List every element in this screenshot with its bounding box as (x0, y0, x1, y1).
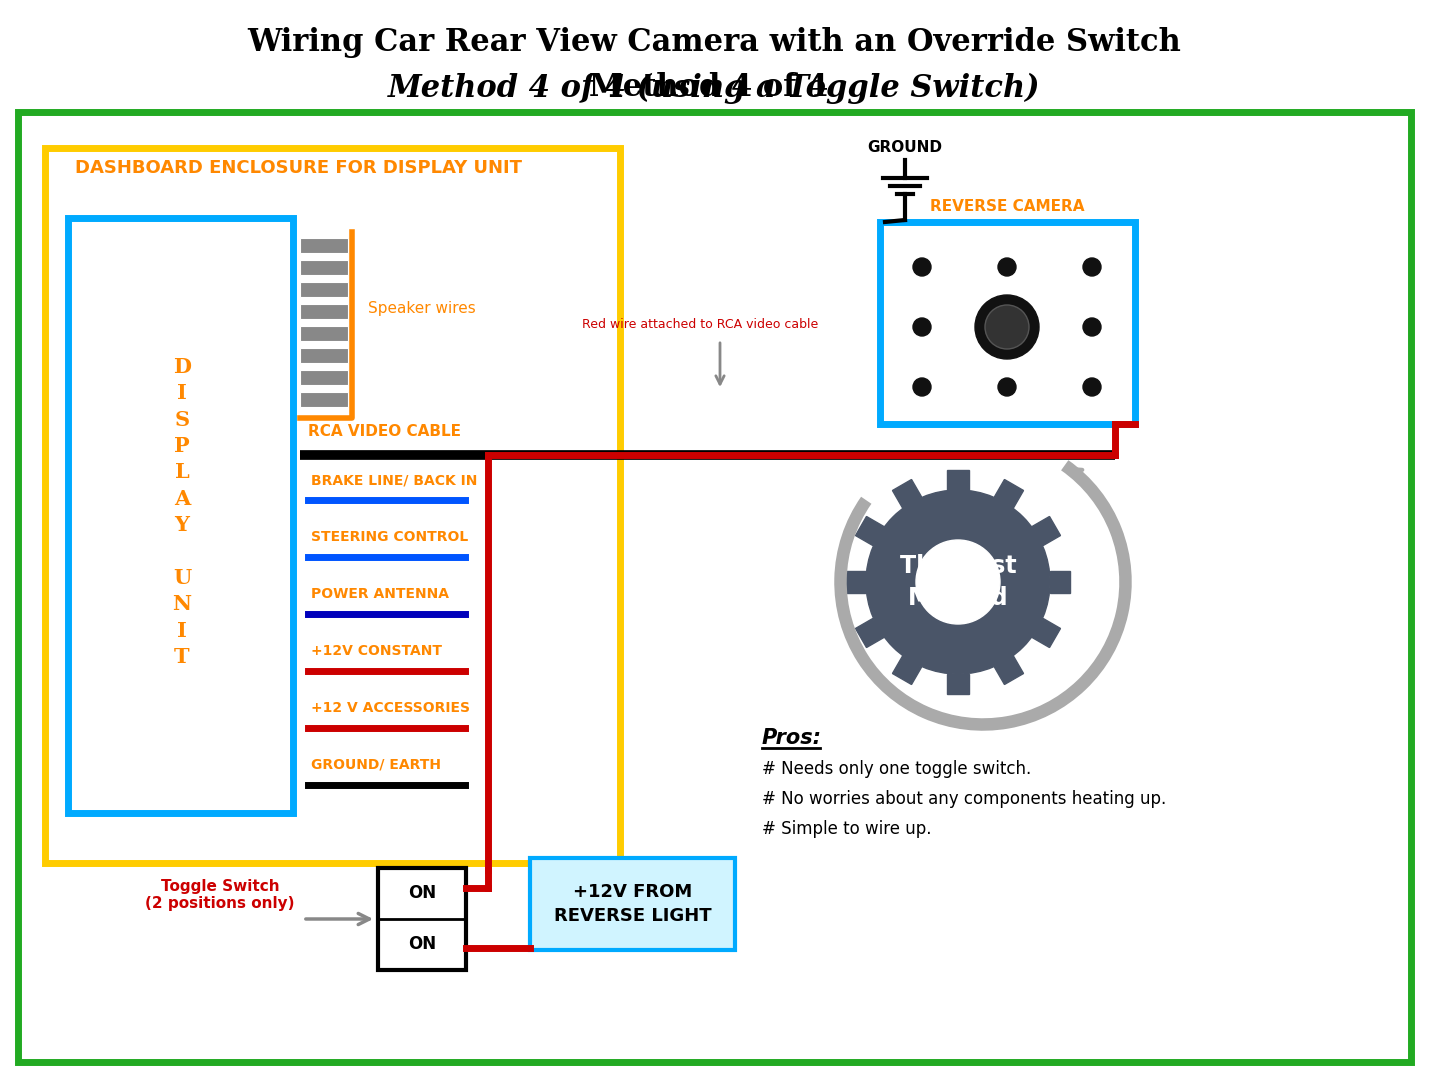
Bar (300, 326, 349, 341)
Polygon shape (1032, 619, 1060, 648)
Polygon shape (846, 571, 866, 593)
Circle shape (1083, 258, 1100, 276)
Text: POWER ANTENNA: POWER ANTENNA (312, 588, 449, 600)
Text: STEERING CONTROL: STEERING CONTROL (312, 530, 469, 544)
Text: DASHBOARD ENCLOSURE FOR DISPLAY UNIT: DASHBOARD ENCLOSURE FOR DISPLAY UNIT (74, 159, 522, 177)
Text: Wiring Car Rear View Camera with an Override Switch: Wiring Car Rear View Camera with an Over… (247, 27, 1180, 57)
Bar (300, 370, 349, 384)
Text: REVERSE CAMERA: REVERSE CAMERA (930, 199, 1085, 214)
Polygon shape (893, 657, 922, 685)
Polygon shape (947, 470, 969, 490)
Polygon shape (947, 674, 969, 694)
Text: +12V FROM
REVERSE LIGHT: +12V FROM REVERSE LIGHT (553, 883, 712, 924)
Text: RCA VIDEO CABLE: RCA VIDEO CABLE (309, 424, 462, 440)
Text: +12V CONSTANT: +12V CONSTANT (312, 644, 442, 658)
Polygon shape (856, 619, 883, 648)
Bar (300, 238, 349, 253)
Text: Pros:: Pros: (762, 728, 822, 748)
Circle shape (985, 305, 1029, 349)
Bar (19, 112, 1410, 1062)
Circle shape (913, 318, 932, 336)
Polygon shape (995, 657, 1023, 685)
Text: BRAKE LINE/ BACK IN: BRAKE LINE/ BACK IN (312, 473, 477, 487)
Text: Toggle Switch
(2 positions only): Toggle Switch (2 positions only) (146, 879, 294, 912)
Text: D
I
S
P
L
A
Y
 
U
N
I
T: D I S P L A Y U N I T (173, 356, 191, 667)
Text: Method 4 of 4 (using a Toggle Switch): Method 4 of 4 (using a Toggle Switch) (387, 72, 1040, 104)
Bar (379, 868, 466, 970)
Polygon shape (893, 480, 922, 508)
Bar (530, 858, 735, 950)
Circle shape (913, 258, 932, 276)
Text: Method 4 of 4: Method 4 of 4 (589, 72, 839, 104)
Bar (69, 218, 293, 813)
Text: Speaker wires: Speaker wires (369, 300, 476, 315)
Bar (300, 392, 349, 407)
Bar (300, 282, 349, 297)
Bar (300, 348, 349, 363)
Text: Red wire attached to RCA video cable: Red wire attached to RCA video cable (582, 319, 819, 332)
Text: GROUND/ EARTH: GROUND/ EARTH (312, 758, 442, 772)
Text: The Best
Method: The Best Method (900, 554, 1016, 610)
Text: # No worries about any components heating up.: # No worries about any components heatin… (762, 789, 1166, 808)
Polygon shape (1050, 571, 1070, 593)
Text: ON: ON (407, 935, 436, 953)
Text: ON: ON (407, 885, 436, 902)
Bar (300, 303, 349, 319)
Text: GROUND: GROUND (867, 140, 943, 156)
Bar (880, 222, 1135, 424)
Text: +12 V ACCESSORIES: +12 V ACCESSORIES (312, 701, 470, 715)
Circle shape (975, 295, 1039, 359)
Text: # Simple to wire up.: # Simple to wire up. (762, 820, 932, 838)
Polygon shape (856, 516, 883, 545)
Bar (44, 148, 620, 863)
Polygon shape (1032, 516, 1060, 545)
Circle shape (997, 378, 1016, 396)
Text: # Needs only one toggle switch.: # Needs only one toggle switch. (762, 760, 1032, 778)
Circle shape (866, 490, 1050, 674)
Circle shape (1083, 378, 1100, 396)
Bar (300, 260, 349, 275)
Polygon shape (995, 480, 1023, 508)
Circle shape (1083, 318, 1100, 336)
Circle shape (913, 378, 932, 396)
Circle shape (916, 540, 1000, 624)
Circle shape (997, 258, 1016, 276)
